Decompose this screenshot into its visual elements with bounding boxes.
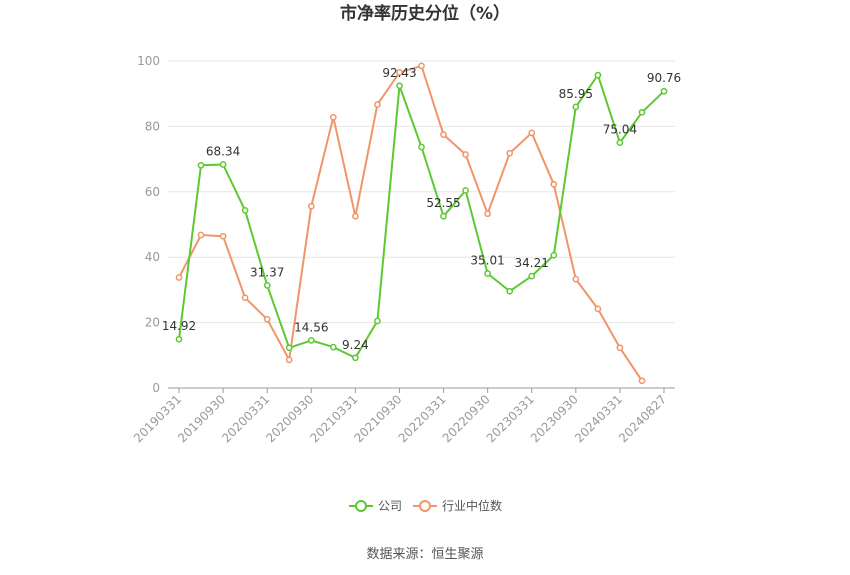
data-point[interactable] xyxy=(572,275,580,283)
data-point[interactable] xyxy=(440,212,447,220)
data-point[interactable] xyxy=(219,232,227,240)
data-point[interactable] xyxy=(550,180,558,188)
x-tick-label: 20240827 xyxy=(616,392,669,445)
data-source: 数据来源：恒生聚源 xyxy=(366,547,483,562)
legend-company-label: 公司 xyxy=(378,499,402,513)
data-point[interactable] xyxy=(175,335,183,343)
legend-item-industry[interactable]: 行业中位数 xyxy=(413,498,502,513)
data-point[interactable] xyxy=(219,161,227,168)
data-label: 85.95 xyxy=(559,87,593,101)
legend-industry-label: 行业中位数 xyxy=(442,498,502,513)
legend-item-company[interactable]: 公司 xyxy=(349,499,402,513)
data-point[interactable] xyxy=(550,251,558,259)
data-point[interactable] xyxy=(329,113,337,121)
legend: 公司 行业中位数 xyxy=(349,498,502,513)
data-point[interactable] xyxy=(616,139,624,146)
data-label: 52.55 xyxy=(426,196,460,210)
data-point[interactable] xyxy=(285,356,293,364)
series-line xyxy=(178,64,643,382)
data-point[interactable] xyxy=(352,212,359,220)
data-point[interactable] xyxy=(374,101,381,108)
data-point[interactable] xyxy=(307,337,315,344)
y-tick-label: 60 xyxy=(145,185,160,199)
series-line xyxy=(178,74,665,359)
data-label: 90.76 xyxy=(647,71,681,85)
data-label: 14.56 xyxy=(294,320,328,334)
series-industry-median xyxy=(175,62,646,385)
data-point[interactable] xyxy=(484,270,491,277)
data-label: 92.43 xyxy=(382,66,416,80)
series-lines xyxy=(175,62,668,385)
y-tick-label: 40 xyxy=(145,250,160,264)
data-point[interactable] xyxy=(197,161,205,169)
data-point[interactable] xyxy=(572,103,580,111)
data-point[interactable] xyxy=(374,317,381,325)
data-point[interactable] xyxy=(396,82,403,90)
data-point[interactable] xyxy=(418,62,425,70)
data-point[interactable] xyxy=(329,343,337,351)
y-tick-label: 80 xyxy=(145,119,160,133)
y-tick-label: 100 xyxy=(137,54,160,68)
data-point[interactable] xyxy=(263,315,271,323)
data-point[interactable] xyxy=(506,149,514,157)
data-point[interactable] xyxy=(241,207,249,214)
legend-company-marker xyxy=(355,500,367,512)
data-label: 31.37 xyxy=(250,265,284,279)
data-point[interactable] xyxy=(307,202,315,210)
data-point[interactable] xyxy=(660,87,668,95)
data-point[interactable] xyxy=(594,305,602,313)
data-point[interactable] xyxy=(197,231,205,239)
data-label: 14.92 xyxy=(162,319,196,333)
data-point[interactable] xyxy=(528,272,536,280)
data-label: 9.24 xyxy=(342,338,369,352)
grid-lines xyxy=(168,60,675,324)
data-label: 34.21 xyxy=(515,256,549,270)
y-tick-label: 0 xyxy=(152,381,160,395)
data-point[interactable] xyxy=(440,131,447,138)
data-point[interactable] xyxy=(396,69,403,76)
data-label: 68.34 xyxy=(206,145,240,159)
data-point[interactable] xyxy=(352,354,359,362)
data-point[interactable] xyxy=(175,274,183,281)
data-point[interactable] xyxy=(285,344,293,352)
y-tick-label: 20 xyxy=(145,316,160,330)
data-point[interactable] xyxy=(638,108,646,116)
data-point[interactable] xyxy=(616,344,624,352)
data-point[interactable] xyxy=(506,287,514,295)
data-point[interactable] xyxy=(484,210,491,218)
chart-title: 市净率历史分位（%） xyxy=(340,3,510,24)
data-point[interactable] xyxy=(241,294,249,302)
series-company xyxy=(175,71,668,362)
data-point[interactable] xyxy=(263,282,271,289)
x-axis: 2019033120190930202003312020093020210331… xyxy=(131,387,675,445)
data-label: 35.01 xyxy=(470,254,504,268)
data-point[interactable] xyxy=(594,71,602,79)
data-point[interactable] xyxy=(462,187,469,194)
data-point[interactable] xyxy=(462,151,469,158)
data-point[interactable] xyxy=(418,143,425,151)
data-point[interactable] xyxy=(528,129,536,137)
data-label: 75.04 xyxy=(603,123,637,137)
y-axis-ticks: 0 20 40 60 80 100 xyxy=(137,54,160,395)
data-labels: 14.92 68.34 31.37 14.56 9.24 92.43 52.55 35.01 3… xyxy=(162,66,681,352)
data-point[interactable] xyxy=(638,377,646,385)
legend-industry-marker xyxy=(419,500,431,512)
